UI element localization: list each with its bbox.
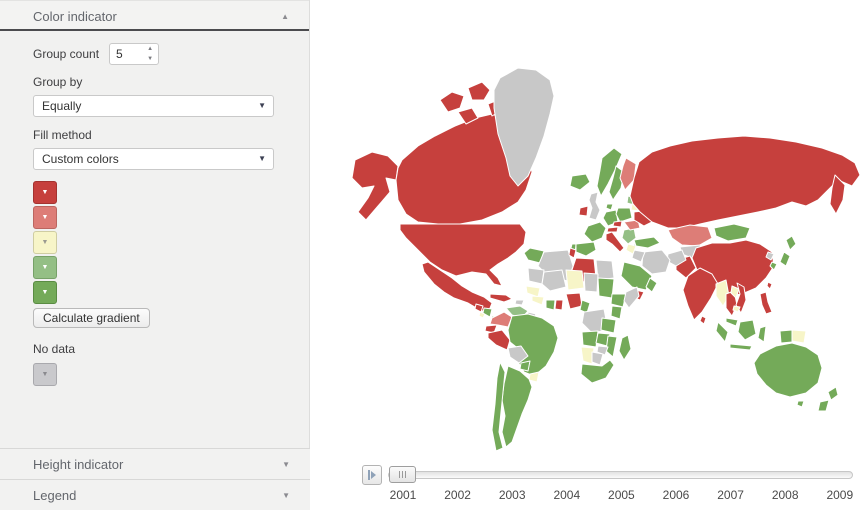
fill-method-label: Fill method — [33, 128, 92, 142]
group-by-value: Equally — [42, 99, 82, 113]
year-label[interactable]: 2003 — [498, 488, 526, 502]
panel-title: Color indicator — [33, 9, 117, 24]
timeline-slider-track[interactable] — [388, 471, 853, 479]
spinner-buttons[interactable]: ▲ ▼ — [144, 45, 156, 63]
sidebar: Color indicator ▲ Group count ▲ ▼ Group … — [0, 0, 310, 510]
group-by-select[interactable]: Equally ▼ — [33, 95, 274, 117]
color-swatch-button[interactable]: ▼ — [33, 206, 57, 229]
spinner-up-icon[interactable]: ▲ — [147, 46, 154, 52]
collapsed-panels: Height indicator ▼ Legend ▼ — [0, 448, 310, 510]
chevron-down-icon[interactable]: ▼ — [282, 460, 290, 469]
timeline: 2001 2002 2003 2004 2005 2006 2007 2008 2009 — [340, 460, 865, 510]
year-label[interactable]: 2007 — [717, 488, 744, 502]
panel-header-height-indicator[interactable]: Height indicator ▼ — [0, 448, 310, 479]
chevron-down-icon: ▼ — [41, 289, 49, 296]
panel-title: Legend — [33, 488, 77, 503]
spinner-down-icon[interactable]: ▼ — [147, 56, 154, 62]
year-label[interactable]: 2009 — [826, 488, 854, 502]
world-choropleth-map[interactable] — [340, 0, 865, 455]
group-count-label: Group count — [33, 47, 100, 61]
color-swatch-button[interactable]: ▼ — [33, 181, 57, 204]
panel-title: Height indicator — [33, 457, 124, 472]
chevron-down-icon: ▼ — [41, 264, 49, 271]
color-swatch-button[interactable]: ▼ — [33, 281, 57, 304]
chevron-down-icon: ▼ — [41, 214, 49, 221]
chevron-down-icon[interactable]: ▼ — [282, 491, 290, 500]
year-label[interactable]: 2006 — [662, 488, 690, 502]
fill-method-value: Custom colors — [42, 152, 119, 166]
panel-header-color-indicator[interactable]: Color indicator ▲ — [0, 0, 309, 31]
panel-header-legend[interactable]: Legend ▼ — [0, 479, 310, 510]
chevron-down-icon: ▼ — [41, 239, 49, 246]
collapse-up-icon[interactable]: ▲ — [281, 12, 289, 21]
chevron-down-icon: ▼ — [258, 101, 266, 110]
color-swatch-button[interactable]: ▼ — [33, 256, 57, 279]
year-label[interactable]: 2008 — [771, 488, 799, 502]
year-label[interactable]: 2002 — [444, 488, 471, 502]
group-count-input[interactable] — [109, 43, 160, 65]
play-icon — [368, 470, 376, 480]
no-data-label: No data — [33, 342, 76, 356]
color-swatch-list: ▼ ▼ ▼ ▼ ▼ — [33, 181, 276, 304]
chevron-down-icon: ▼ — [41, 371, 49, 378]
year-label[interactable]: 2001 — [389, 488, 417, 502]
no-data-swatch-button[interactable]: ▼ — [33, 363, 57, 386]
timeline-slider-handle[interactable] — [389, 466, 416, 483]
chevron-down-icon: ▼ — [258, 154, 266, 163]
group-by-label: Group by — [33, 75, 83, 89]
chevron-down-icon: ▼ — [41, 189, 49, 196]
play-button[interactable] — [362, 465, 382, 485]
fill-method-select[interactable]: Custom colors ▼ — [33, 148, 274, 170]
color-swatch-button[interactable]: ▼ — [33, 231, 57, 254]
color-indicator-body: Group count ▲ ▼ Group by Equally ▼ Fill … — [0, 31, 309, 386]
year-label[interactable]: 2005 — [608, 488, 635, 502]
year-labels: 2001 2002 2003 2004 2005 2006 2007 2008 2009 — [340, 488, 865, 504]
year-label[interactable]: 2004 — [553, 488, 581, 502]
calculate-gradient-button[interactable]: Calculate gradient — [33, 308, 150, 328]
group-count-stepper[interactable]: ▲ ▼ — [109, 43, 160, 65]
